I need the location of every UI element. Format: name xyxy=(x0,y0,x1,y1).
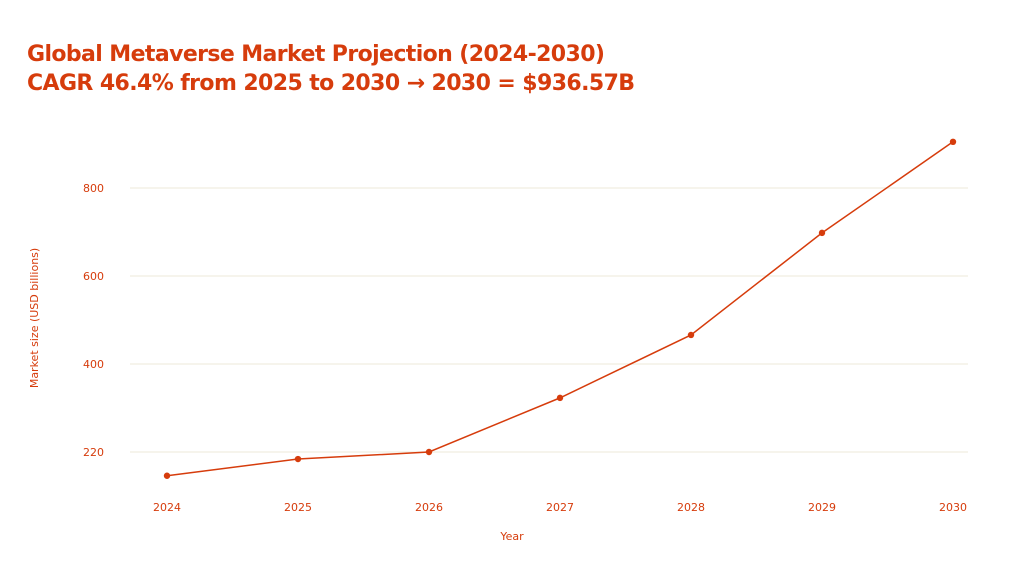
chart-subtitle: CAGR 46.4% from 2025 to 2030 → 2030 = $9… xyxy=(27,71,635,96)
data-point xyxy=(818,229,826,237)
x-tick-label: 2028 xyxy=(677,501,705,514)
x-tick-label: 2025 xyxy=(284,501,312,514)
x-tick-label: 2026 xyxy=(415,501,443,514)
data-point xyxy=(949,138,957,145)
data-point xyxy=(163,472,171,479)
y-tick-label: 800 xyxy=(83,182,104,195)
series-line xyxy=(166,141,954,477)
x-tick-label: 2027 xyxy=(546,501,574,514)
x-tick-label: 2024 xyxy=(153,501,181,514)
x-tick-label: 2029 xyxy=(808,501,836,514)
y-tick-label: 600 xyxy=(83,270,104,283)
chart-title-block: Global Metaverse Market Projection (2024… xyxy=(27,40,635,98)
data-point xyxy=(425,448,433,456)
y-tick-label: 220 xyxy=(83,446,104,459)
x-axis-label: Year xyxy=(499,530,524,543)
data-point xyxy=(556,394,564,402)
chart-title: Global Metaverse Market Projection (2024… xyxy=(27,42,605,67)
data-point xyxy=(294,455,302,463)
data-point xyxy=(687,331,695,339)
y-axis-label: Market size (USD billions) xyxy=(28,248,41,388)
y-tick-label: 400 xyxy=(83,358,104,371)
x-tick-label: 2030 xyxy=(939,501,967,514)
